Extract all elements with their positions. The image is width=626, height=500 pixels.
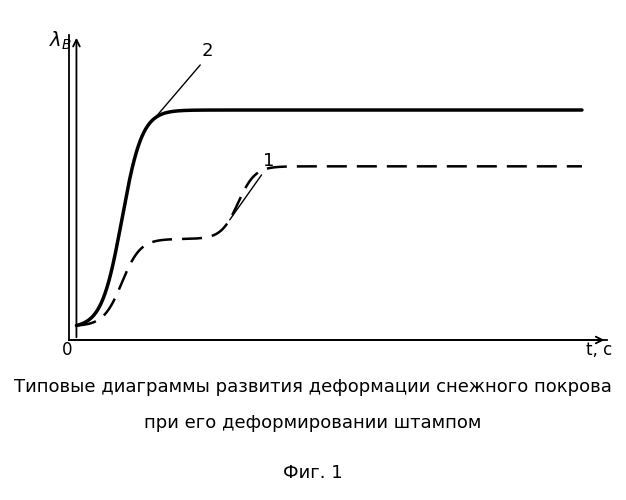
Text: 2: 2 [156,42,213,116]
Text: t, c: t, c [586,342,612,359]
Text: $\lambda_B$: $\lambda_B$ [49,30,71,52]
Text: при его деформировании штампом: при его деформировании штампом [145,414,481,432]
Text: 1: 1 [230,152,274,220]
Text: Фиг. 1: Фиг. 1 [283,464,343,481]
Text: Типовые диаграммы развития деформации снежного покрова: Типовые диаграммы развития деформации сн… [14,378,612,396]
Text: 0: 0 [62,342,73,359]
